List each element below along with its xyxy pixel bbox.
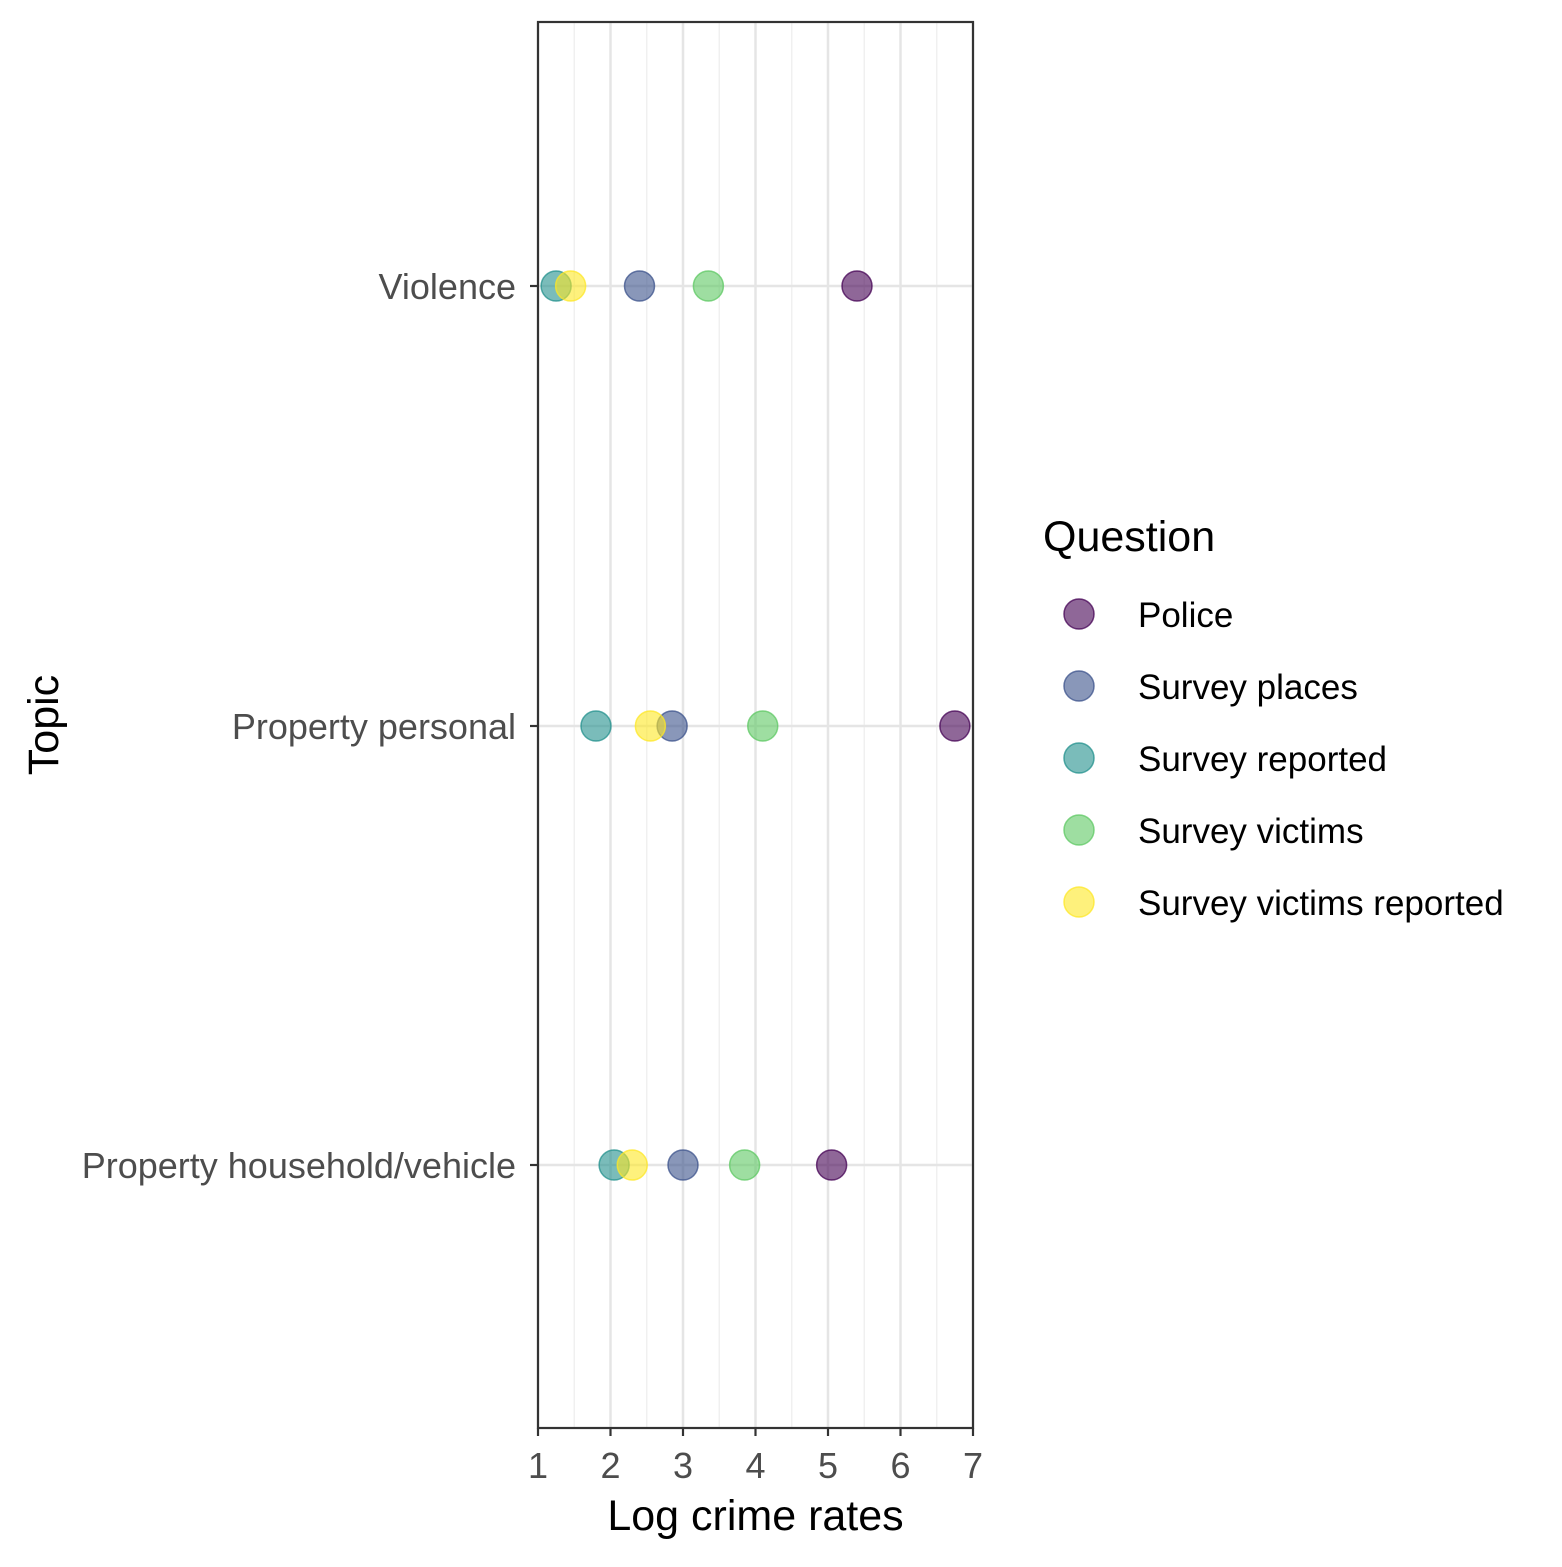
y-tick-label: Property personal <box>232 706 516 747</box>
legend-label: Survey reported <box>1138 740 1387 779</box>
y-axis-title: Topic <box>20 675 68 775</box>
data-point <box>728 1149 761 1181</box>
points-layer <box>540 270 971 1181</box>
data-point <box>747 710 779 742</box>
legend-label: Police <box>1138 596 1233 635</box>
x-tick-label: 7 <box>963 1445 983 1486</box>
data-point <box>841 270 873 302</box>
y-tick-label: Property household/vehicle <box>82 1145 516 1186</box>
data-point <box>815 1149 848 1181</box>
legend-label: Survey victims <box>1138 812 1364 851</box>
data-point <box>634 710 667 742</box>
data-point <box>692 270 725 302</box>
data-point <box>616 1149 648 1181</box>
legend-label: Survey victims reported <box>1138 884 1504 923</box>
x-tick-label: 5 <box>818 1445 838 1486</box>
x-tick-label: 4 <box>745 1445 765 1486</box>
x-tick-label: 1 <box>528 1445 548 1486</box>
x-axis-title: Log crime rates <box>607 1492 903 1540</box>
legend: Question Police Survey places Survey repor… <box>1043 513 1504 923</box>
legend-key <box>1063 742 1095 774</box>
legend-key <box>1063 598 1095 630</box>
x-tick-label: 6 <box>890 1445 910 1486</box>
data-point <box>554 270 587 302</box>
legend-key <box>1063 814 1095 846</box>
x-tick-label: 2 <box>600 1445 620 1486</box>
legend-key <box>1063 670 1095 702</box>
legend-title: Question <box>1043 513 1215 561</box>
x-tick-label: 3 <box>673 1445 693 1486</box>
legend-label: Survey places <box>1138 668 1358 707</box>
data-point <box>623 270 656 302</box>
axes-layer: 1 2 3 4 5 6 7 Violence Property personal Property… <box>82 266 983 1486</box>
y-tick-label: Violence <box>379 266 516 307</box>
legend-key <box>1063 886 1095 918</box>
data-point <box>667 1149 699 1181</box>
data-point <box>580 710 612 742</box>
data-point <box>939 710 971 742</box>
